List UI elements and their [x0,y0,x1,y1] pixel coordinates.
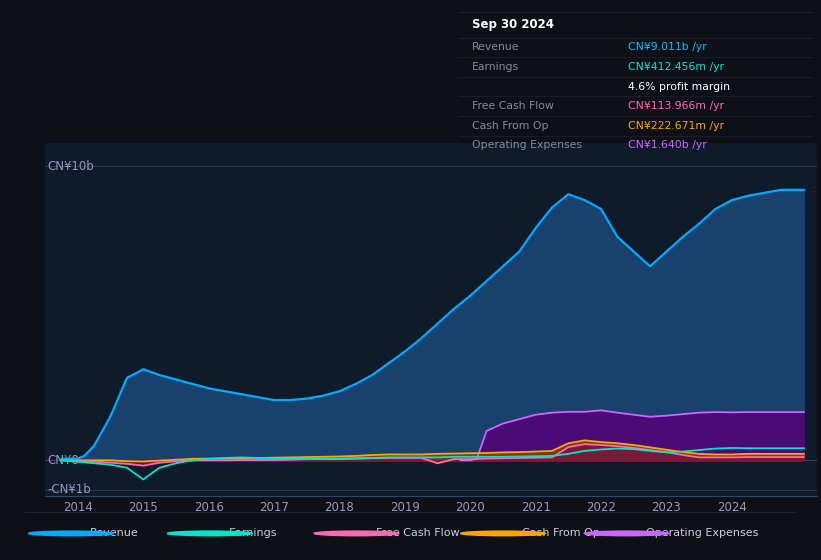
Circle shape [29,531,113,536]
Text: -CN¥1b: -CN¥1b [48,483,91,496]
Text: CN¥0: CN¥0 [48,454,79,467]
Text: Free Cash Flow: Free Cash Flow [472,101,554,111]
Text: CN¥222.671m /yr: CN¥222.671m /yr [628,121,724,130]
Text: CN¥1.640b /yr: CN¥1.640b /yr [628,141,707,150]
Text: CN¥412.456m /yr: CN¥412.456m /yr [628,62,724,72]
Text: CN¥9.011b /yr: CN¥9.011b /yr [628,43,707,53]
Text: Cash From Op: Cash From Op [522,529,600,538]
Circle shape [167,531,252,536]
Text: Operating Expenses: Operating Expenses [472,141,582,150]
Text: CN¥113.966m /yr: CN¥113.966m /yr [628,101,724,111]
Text: Sep 30 2024: Sep 30 2024 [472,18,554,31]
Circle shape [461,531,546,536]
Text: Earnings: Earnings [229,529,277,538]
Circle shape [585,531,669,536]
Circle shape [314,531,399,536]
Text: CN¥10b: CN¥10b [48,160,94,173]
Text: Operating Expenses: Operating Expenses [646,529,759,538]
Text: Revenue: Revenue [90,529,139,538]
Text: Cash From Op: Cash From Op [472,121,548,130]
Text: Revenue: Revenue [472,43,520,53]
Text: Earnings: Earnings [472,62,520,72]
Text: 4.6% profit margin: 4.6% profit margin [628,82,731,91]
Text: Free Cash Flow: Free Cash Flow [376,529,460,538]
